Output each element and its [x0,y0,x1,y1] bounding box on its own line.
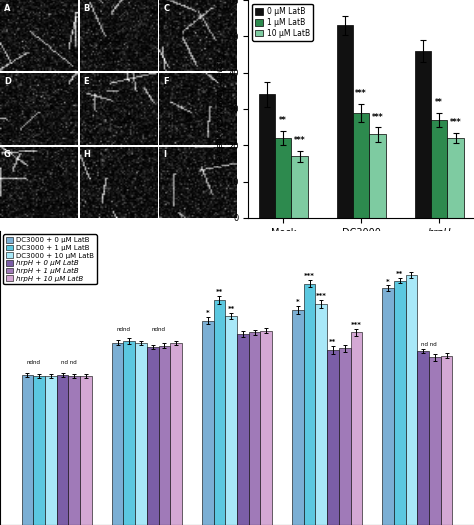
Bar [135,343,147,525]
Text: B: B [83,4,90,13]
Text: C: C [164,4,169,13]
Text: ***: *** [372,113,383,122]
Bar [431,120,447,218]
Bar [394,281,406,525]
Bar [45,376,57,525]
Text: nd nd: nd nd [421,342,437,347]
Bar [259,94,275,218]
Text: F: F [164,77,169,86]
Bar [68,376,80,525]
Bar [275,138,292,218]
Text: *: * [296,299,300,305]
Text: I: I [164,150,166,159]
Bar [147,347,159,525]
Bar [159,345,170,525]
Text: **: ** [396,271,403,277]
Bar [417,351,429,525]
Text: A: A [4,4,10,13]
Bar [292,310,304,525]
Bar [369,134,386,218]
Bar [292,156,308,218]
Bar [21,375,33,525]
Bar [33,376,45,525]
Bar [337,25,353,218]
Text: **: ** [279,117,287,125]
Text: **: ** [329,339,337,345]
Bar [447,138,464,218]
Text: ***: *** [351,322,362,328]
Y-axis label: Percent occupancy, density: Percent occupancy, density [216,51,225,166]
Text: G: G [4,150,11,159]
Bar [304,284,315,525]
Text: *: * [206,310,210,317]
Text: ndnd: ndnd [152,327,165,332]
Bar [351,332,362,525]
Bar [123,341,135,525]
Bar [429,358,441,525]
Text: D: D [4,77,11,86]
Bar [315,304,327,525]
Text: **: ** [435,98,443,107]
Legend: DC3000 + 0 μM LatB, DC3000 + 1 μM LatB, DC3000 + 10 μM LatB, hrpH + 0 μM LatB, h: DC3000 + 0 μM LatB, DC3000 + 1 μM LatB, … [3,234,97,285]
Bar [237,334,249,525]
Text: ***: *** [450,118,461,127]
Text: H: H [83,150,91,159]
Bar [382,288,394,525]
Text: ndnd: ndnd [26,360,40,365]
Bar [327,350,339,525]
Text: ***: *** [356,89,367,98]
Bar [339,349,351,525]
Legend: 0 μM LatB, 1 μM LatB, 10 μM LatB: 0 μM LatB, 1 μM LatB, 10 μM LatB [252,4,313,41]
Text: ***: *** [316,293,327,299]
Text: E: E [83,77,89,86]
Bar [260,331,272,525]
Text: nd nd: nd nd [61,360,76,365]
Bar [249,332,260,525]
Text: ***: *** [294,136,305,145]
Text: ndnd: ndnd [117,327,130,332]
Bar [415,51,431,218]
Text: **: ** [228,306,235,312]
Bar [441,356,453,525]
Bar [112,343,123,525]
Bar [57,375,68,525]
Text: ***: *** [304,274,315,279]
Bar [80,376,92,525]
Text: **: ** [216,289,223,295]
Bar [214,300,225,525]
Bar [406,275,417,525]
Bar [202,320,214,525]
Text: *: * [386,279,390,285]
Bar [353,112,369,218]
Bar [170,343,182,525]
Bar [225,316,237,525]
